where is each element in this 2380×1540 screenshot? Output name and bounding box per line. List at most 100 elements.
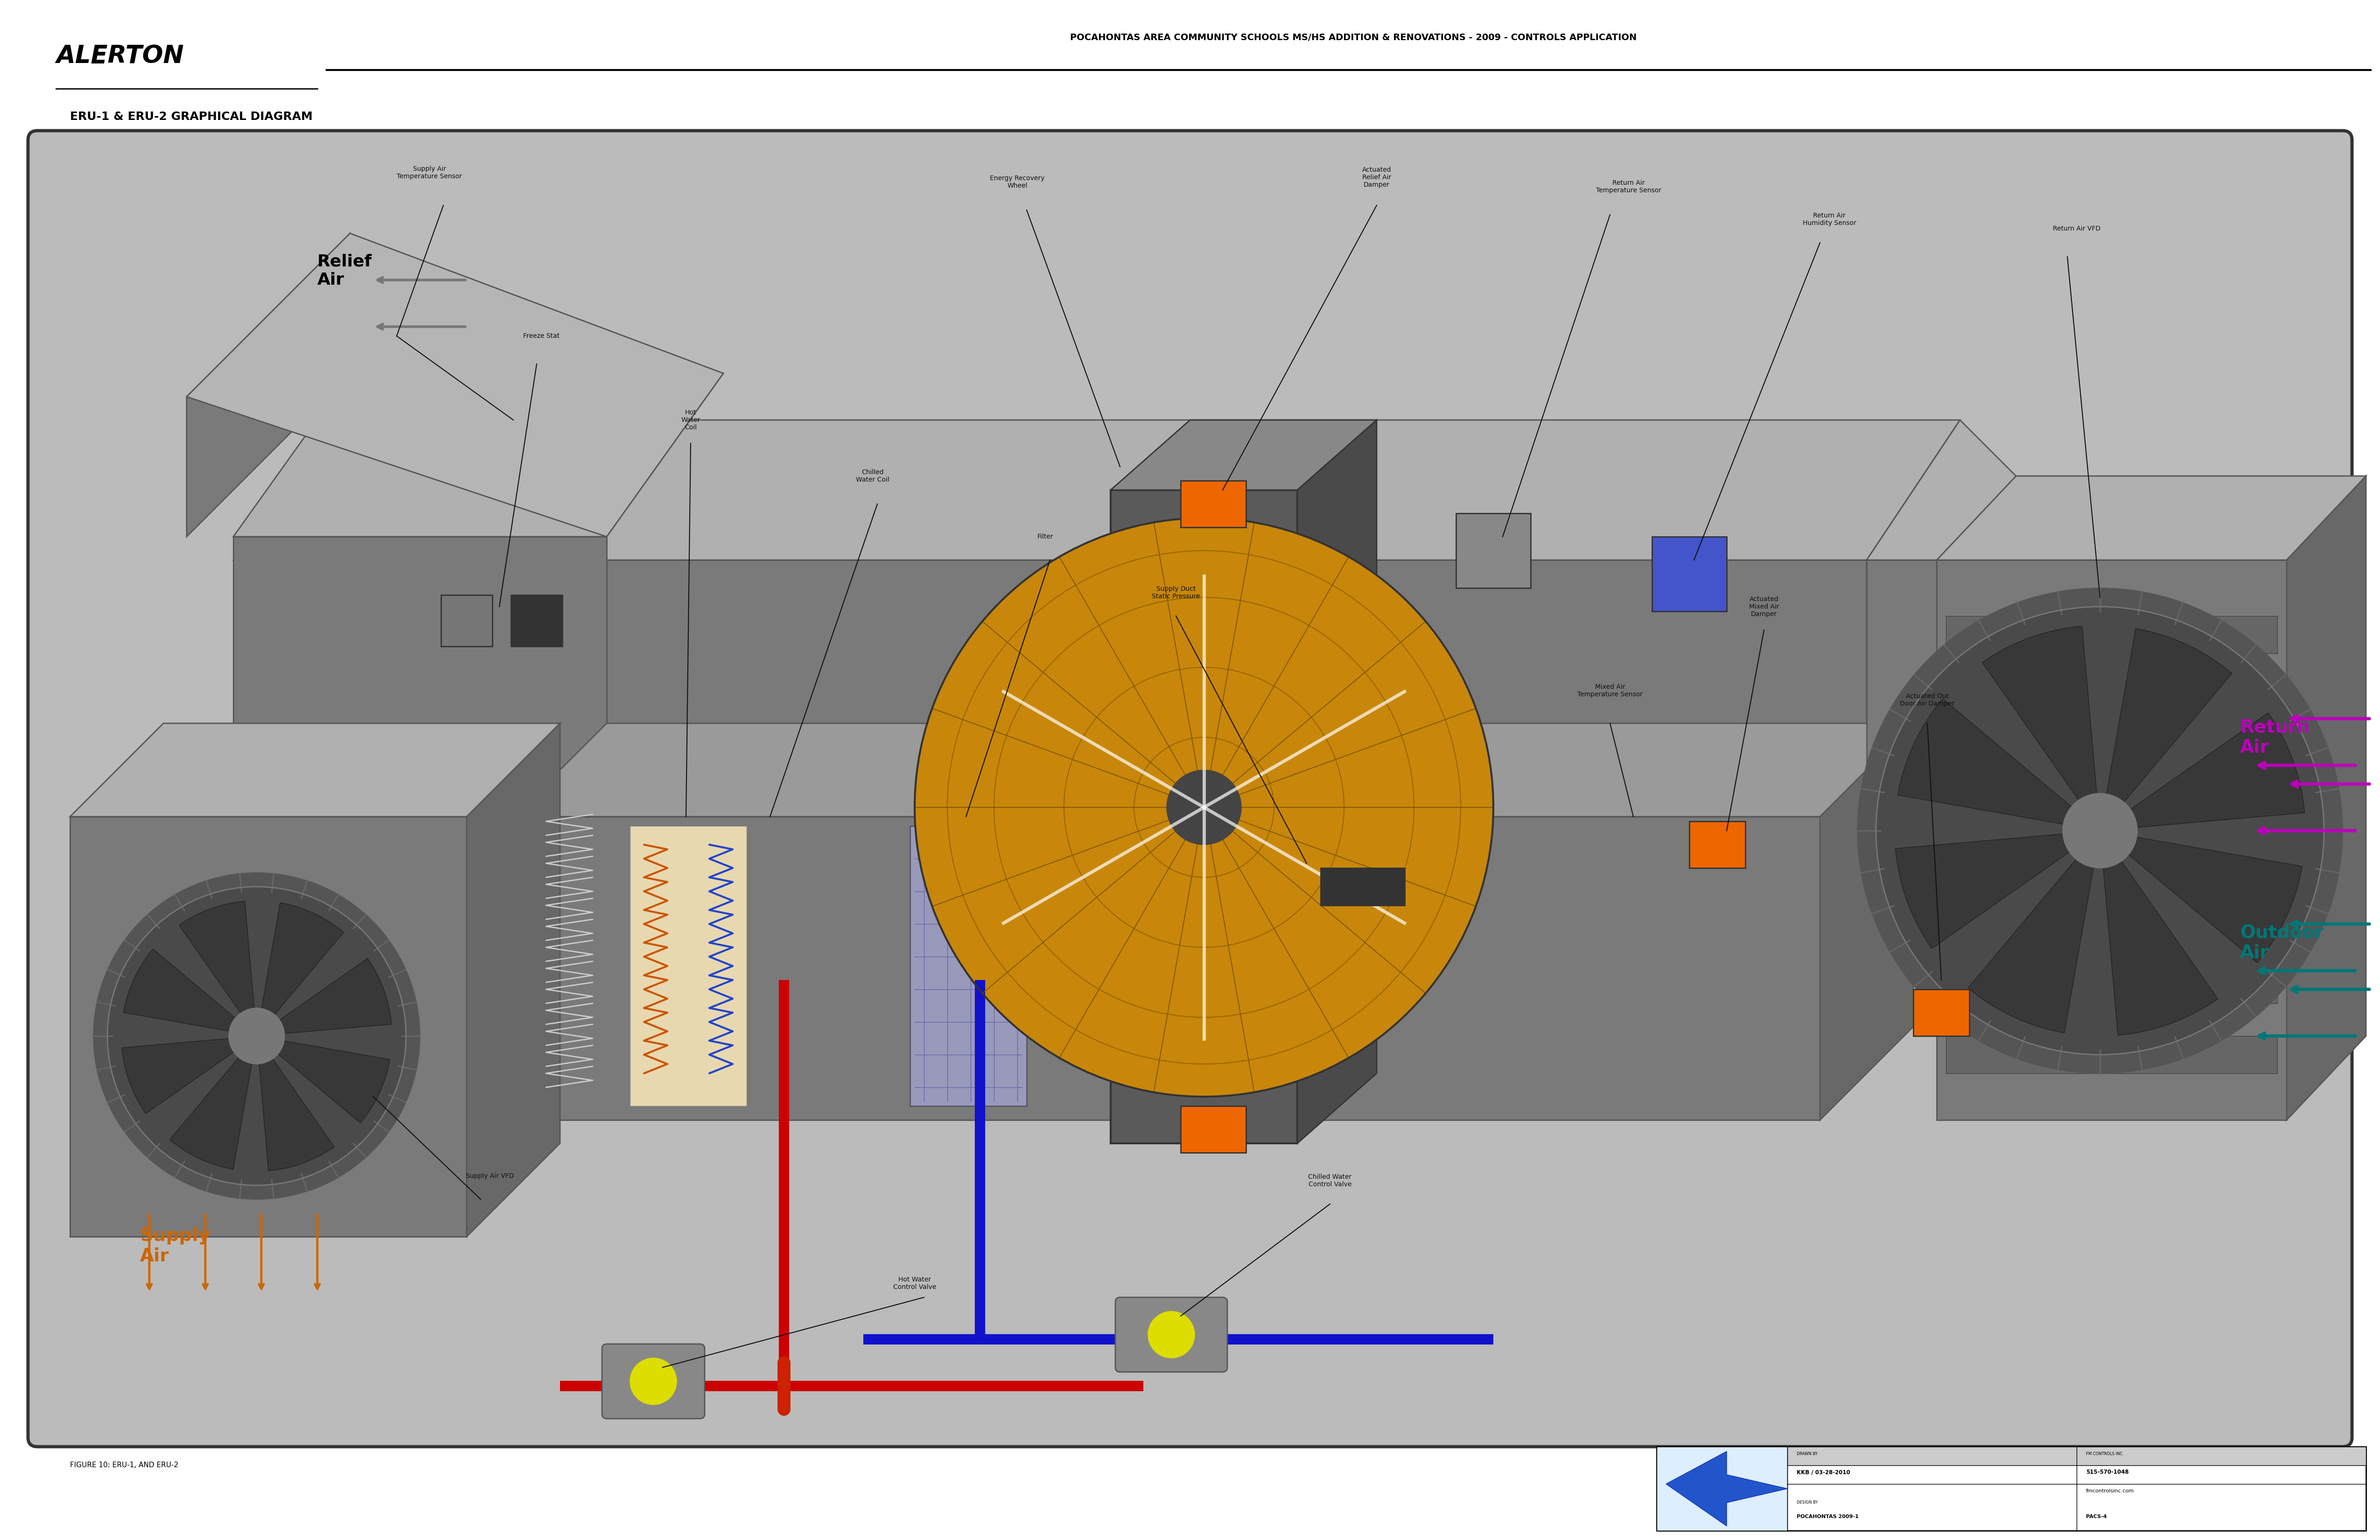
Polygon shape [69,724,559,816]
Text: Return
Air: Return Air [2240,718,2309,756]
Text: 515-570-1048: 515-570-1048 [2085,1469,2128,1475]
Text: Freeze Stat: Freeze Stat [524,333,559,339]
Text: KKB / 03-28-2010: KKB / 03-28-2010 [1797,1469,1849,1475]
Circle shape [2063,793,2137,869]
FancyBboxPatch shape [1180,1106,1247,1152]
Wedge shape [2099,830,2218,1035]
Text: FIGURE 10: ERU-1, AND ERU-2: FIGURE 10: ERU-1, AND ERU-2 [69,1461,178,1469]
Polygon shape [186,234,724,536]
Text: Supply Air
Temperature Sensor: Supply Air Temperature Sensor [397,166,462,180]
Text: Relief
Air: Relief Air [317,254,371,288]
Polygon shape [466,724,559,1237]
Polygon shape [514,816,1821,1120]
Polygon shape [1866,420,2016,561]
FancyBboxPatch shape [1180,480,1247,527]
Polygon shape [233,561,1866,816]
FancyBboxPatch shape [1656,1446,1787,1531]
Polygon shape [1937,476,2366,561]
Wedge shape [1894,830,2099,949]
Polygon shape [1297,420,1376,1143]
Polygon shape [909,825,1026,1106]
Text: DRAWN BY: DRAWN BY [1797,1452,1818,1455]
Circle shape [1875,607,2323,1055]
Wedge shape [257,902,343,1036]
Wedge shape [178,901,257,1036]
Polygon shape [186,234,350,536]
Text: Supply Duct
Static Pressure: Supply Duct Static Pressure [1152,585,1200,599]
Polygon shape [1937,561,2287,1120]
Text: ERU-1 & ERU-2 GRAPHICAL DIAGRAM: ERU-1 & ERU-2 GRAPHICAL DIAGRAM [69,111,312,122]
Polygon shape [233,536,607,816]
Circle shape [1856,588,2342,1073]
Text: Actuated
Relief Air
Damper: Actuated Relief Air Damper [1361,166,1392,188]
Circle shape [228,1009,286,1064]
Text: Energy Recovery
Wheel: Energy Recovery Wheel [990,176,1045,189]
FancyBboxPatch shape [1656,1446,2366,1466]
Polygon shape [2287,476,2366,1120]
Polygon shape [1821,724,1914,1120]
Text: Hot
Water
Coil: Hot Water Coil [681,410,700,431]
Polygon shape [1947,966,2278,1004]
Text: ALERTON: ALERTON [57,43,183,68]
Circle shape [1147,1312,1195,1358]
Circle shape [93,873,419,1200]
Circle shape [107,887,407,1186]
FancyBboxPatch shape [29,131,2351,1446]
FancyBboxPatch shape [1690,821,1745,869]
Polygon shape [631,825,747,1106]
Text: Chilled
Water Coil: Chilled Water Coil [857,470,890,484]
Wedge shape [2099,628,2232,830]
Text: fm: fm [1716,1485,1728,1494]
Text: FM CONTROLS INC.: FM CONTROLS INC. [2085,1452,2123,1455]
FancyBboxPatch shape [512,594,562,647]
Wedge shape [2099,830,2301,962]
Text: Return Air
Temperature Sensor: Return Air Temperature Sensor [1597,180,1661,194]
Text: Supply
Air: Supply Air [140,1227,209,1266]
Circle shape [1166,770,1242,844]
Wedge shape [1983,627,2099,830]
Polygon shape [1947,825,2278,864]
Text: POCAHONTAS AREA COMMUNITY SCHOOLS MS/HS ADDITION & RENOVATIONS - 2009 - CONTROLS: POCAHONTAS AREA COMMUNITY SCHOOLS MS/HS … [1071,32,1637,42]
FancyBboxPatch shape [1116,1297,1228,1372]
Wedge shape [257,1036,333,1170]
Wedge shape [124,949,257,1036]
Text: DESIGN BY: DESIGN BY [1797,1500,1818,1505]
Wedge shape [257,1036,390,1123]
Text: Actuated
Mixed Air
Damper: Actuated Mixed Air Damper [1749,596,1780,618]
Text: POCAHONTAS 2009-1: POCAHONTAS 2009-1 [1797,1514,1859,1518]
Polygon shape [233,373,724,536]
FancyBboxPatch shape [1652,536,1726,611]
Circle shape [631,1358,676,1404]
Text: Supply Air VFD: Supply Air VFD [466,1173,514,1180]
Polygon shape [1111,420,1376,490]
Polygon shape [1947,896,2278,933]
Text: Return Air
Humidity Sensor: Return Air Humidity Sensor [1802,213,1856,226]
FancyBboxPatch shape [1914,989,1968,1036]
Polygon shape [1947,616,2278,653]
Text: PACS-4: PACS-4 [2085,1514,2106,1518]
FancyBboxPatch shape [1321,869,1404,906]
Polygon shape [1111,490,1297,1143]
Wedge shape [257,958,390,1036]
Polygon shape [1947,685,2278,724]
Polygon shape [1866,420,1961,816]
Circle shape [914,517,1492,1096]
Wedge shape [1897,699,2099,830]
Polygon shape [69,816,466,1237]
Text: Actuated Out
Door Air Damper: Actuated Out Door Air Damper [1899,693,1954,707]
Polygon shape [1947,1036,2278,1073]
FancyBboxPatch shape [602,1344,704,1418]
Text: Outdoor
Air: Outdoor Air [2240,924,2323,962]
FancyBboxPatch shape [440,594,493,647]
Polygon shape [1947,756,2278,793]
FancyBboxPatch shape [1457,513,1530,588]
Polygon shape [233,420,1961,561]
Wedge shape [1968,830,2099,1033]
Text: Return Air VFD: Return Air VFD [2054,225,2102,233]
Wedge shape [2099,713,2304,830]
Text: Chilled Water
Control Valve: Chilled Water Control Valve [1309,1173,1352,1187]
Wedge shape [121,1036,257,1113]
Text: Hot Water
Control Valve: Hot Water Control Valve [892,1277,935,1291]
Polygon shape [1666,1451,1787,1526]
Polygon shape [514,724,1914,816]
